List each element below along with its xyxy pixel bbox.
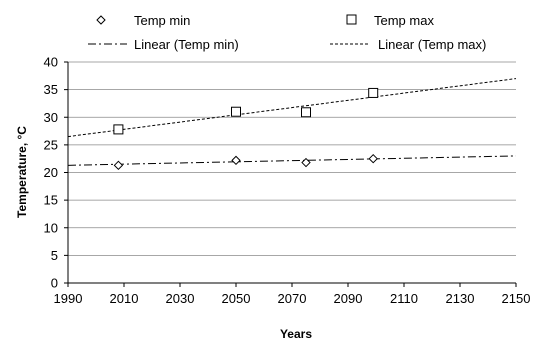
- x-tick-label: 2090: [334, 291, 363, 306]
- legend-square-marker: [346, 14, 357, 25]
- y-tick-label: 15: [44, 193, 58, 208]
- x-tick-label: 1990: [54, 291, 83, 306]
- y-tick-label: 0: [51, 276, 58, 291]
- x-tick-label: 2070: [278, 291, 307, 306]
- point-temp-max: [113, 124, 124, 135]
- point-temp-max: [368, 87, 379, 98]
- axes: [64, 61, 517, 287]
- trendline-temp-max: [67, 78, 517, 138]
- point-temp-min: [368, 153, 378, 164]
- legend-label-linear-temp-max: Linear (Temp max): [378, 37, 486, 52]
- legend-label-linear-temp-min: Linear (Temp min): [134, 37, 239, 52]
- x-tick-label: 2050: [222, 291, 251, 306]
- tick-labels: 0 5 10 15 20 25 30 35 40 1990 2010 2030 2050 2070 2090…: [44, 55, 531, 307]
- legend-item-linear-temp-min: Linear (Temp min): [88, 37, 239, 52]
- y-tick-label: 10: [44, 220, 58, 235]
- point-temp-max: [231, 106, 241, 117]
- trendline-temp-min: [67, 155, 517, 166]
- x-tick-label: 2110: [390, 291, 418, 306]
- legend: Temp min Temp max Linear (Temp min) Line…: [88, 13, 486, 52]
- gridlines: [68, 61, 516, 284]
- y-tick-label: 40: [44, 55, 58, 70]
- point-temp-min: [231, 155, 241, 166]
- data-points: [113, 87, 379, 171]
- legend-item-linear-temp-max: Linear (Temp max): [330, 37, 486, 52]
- legend-label-temp-min: Temp min: [134, 13, 190, 28]
- legend-item-temp-max: Temp max: [346, 13, 434, 28]
- point-temp-min: [113, 160, 124, 171]
- legend-diamond-marker: [96, 15, 106, 25]
- legend-label-temp-max: Temp max: [374, 13, 434, 28]
- point-temp-max: [301, 107, 311, 118]
- x-tick-label: 2010: [110, 291, 139, 306]
- legend-item-temp-min: Temp min: [96, 13, 190, 28]
- x-tick-label: 2150: [502, 291, 531, 306]
- trendlines: [67, 78, 517, 166]
- y-tick-label: 5: [51, 248, 58, 263]
- y-tick-label: 20: [44, 165, 58, 180]
- x-tick-label: 2130: [446, 291, 475, 306]
- x-tick-label: 2030: [166, 291, 195, 306]
- point-temp-min: [301, 157, 311, 168]
- y-tick-label: 35: [44, 82, 58, 97]
- y-axis-title: Temperature, °C: [15, 126, 29, 218]
- y-tick-label: 25: [44, 137, 58, 152]
- x-axis-title: Years: [280, 327, 312, 341]
- y-tick-label: 30: [44, 110, 58, 125]
